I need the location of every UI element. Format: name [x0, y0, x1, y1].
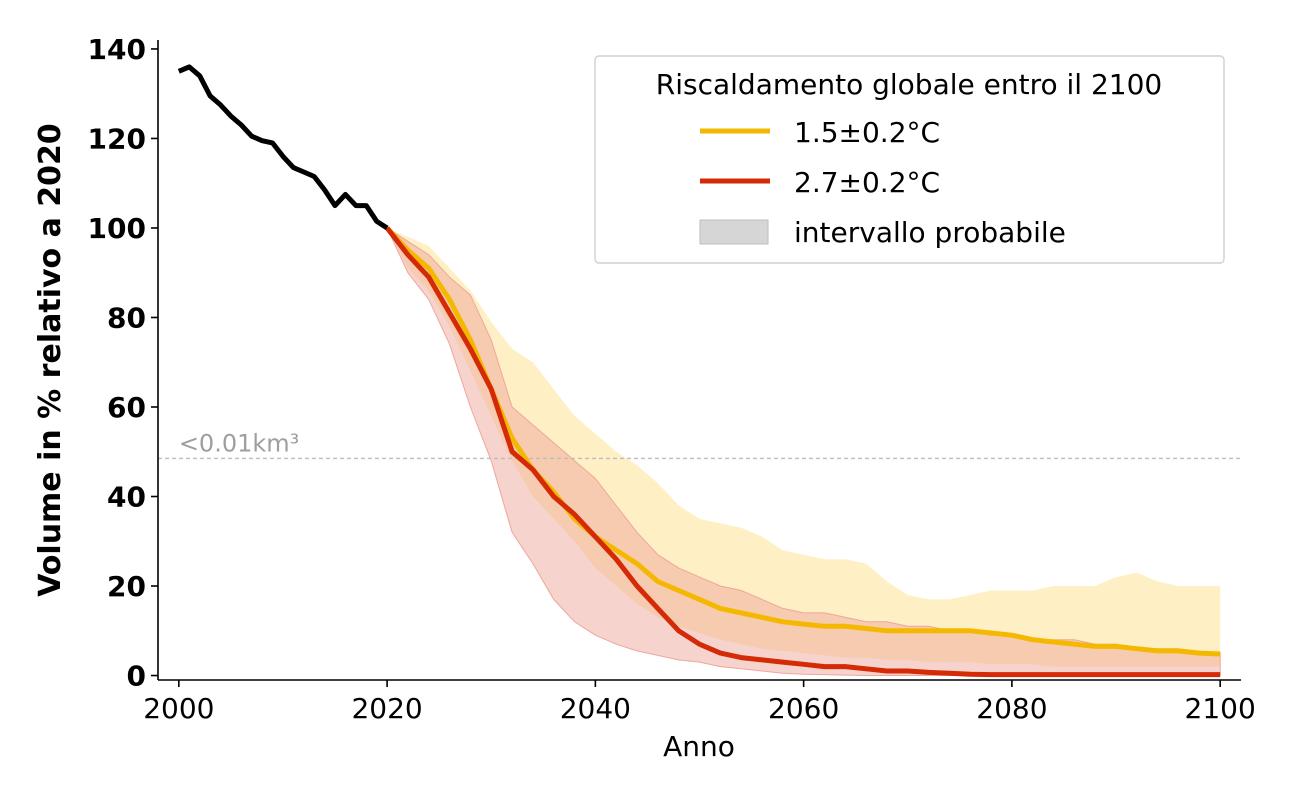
y-tick-label: 140 [88, 33, 146, 66]
legend-frame [594, 55, 1225, 264]
x-tick-label: 2060 [768, 692, 839, 725]
x-tick-label: 2100 [1185, 692, 1256, 725]
legend-swatch-range [699, 219, 769, 245]
y-tick-label: 40 [107, 481, 146, 514]
series-line-2-7 [385, 226, 1221, 678]
x-tick-label: 2040 [560, 692, 631, 725]
y-axis: 0 20 40 60 80 100 120 140 [88, 33, 159, 693]
y-tick-label: 80 [107, 301, 146, 334]
legend-entry-range: intervallo probabile [699, 216, 1066, 249]
y-tick-label: 100 [88, 212, 146, 245]
x-axis: 2000 2020 2040 2060 2080 2100 [143, 679, 1256, 725]
plot-area [158, 64, 1241, 678]
legend-label-1-5: 1.5±0.2°C [794, 116, 940, 149]
y-axis-label: Volume in % relativo a 2020 [33, 123, 68, 597]
x-tick-label: 2080 [976, 692, 1047, 725]
y-tick-label: 60 [107, 391, 146, 424]
series-line-1-5 [385, 226, 1221, 657]
legend: Riscaldamento globale entro il 2100 1.5±… [594, 55, 1225, 264]
legend-title: Riscaldamento globale entro il 2100 [656, 68, 1162, 101]
legend-entry-1-5: 1.5±0.2°C [700, 116, 940, 149]
x-tick-label: 2000 [143, 692, 214, 725]
likely-range-band-2-7 [385, 226, 1221, 676]
legend-entry-2-7: 2.7±0.2°C [700, 166, 940, 199]
y-tick-label: 0 [127, 660, 146, 693]
y-tick-label: 20 [107, 570, 146, 603]
legend-label-range: intervallo probabile [794, 216, 1066, 249]
legend-label-2-7: 2.7±0.2°C [794, 166, 940, 199]
reference-line-label: <0.01km³ [179, 429, 299, 457]
y-tick-label: 120 [88, 122, 146, 155]
observed-line [177, 64, 389, 231]
x-axis-label: Anno [663, 730, 735, 763]
x-tick-label: 2020 [351, 692, 422, 725]
